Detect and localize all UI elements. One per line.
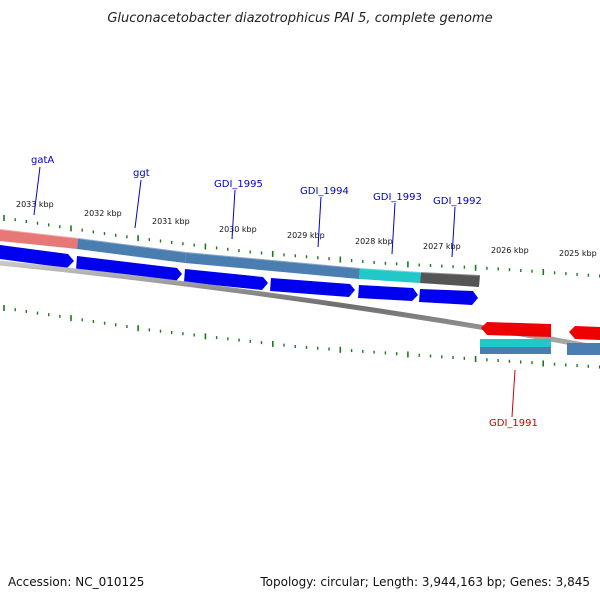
gene-labels: gatA ggt GDI_1995 GDI_1994 GDI_1993 GDI_… — [31, 155, 538, 429]
cds-forward-track — [0, 245, 478, 305]
cds-reverse-track — [481, 322, 600, 340]
tick-label: 2031 kbp — [152, 217, 190, 226]
gene-track — [0, 228, 481, 287]
cds-arrow-GDI_1995 — [184, 269, 268, 290]
gene-segment-next-reverse — [567, 343, 600, 355]
cds-arrow-next-reverse — [569, 326, 600, 340]
gene-label-GDI_1992: GDI_1992 — [433, 196, 482, 207]
cds-arrow-GDI_1993 — [358, 285, 418, 301]
tick-label: 2026 kbp — [491, 246, 529, 255]
tick-label: 2028 kbp — [355, 237, 393, 246]
gene-segment-GDI_1995-1994 — [185, 252, 360, 279]
tick-label: 2030 kbp — [219, 225, 257, 234]
gene-segment-GDI_1993 — [359, 268, 421, 283]
gene-label-GDI_1991: GDI_1991 — [489, 418, 538, 429]
gene-label-gatA: gatA — [31, 155, 54, 166]
map-title: Gluconacetobacter diazotrophicus PAI 5, … — [107, 11, 492, 26]
accession-text: Accession: NC_010125 — [8, 575, 144, 589]
gene-segment-GDI_1992 — [420, 272, 480, 287]
gene-segment-cyan-reverse — [480, 339, 551, 347]
tick-label: 2025 kbp — [559, 249, 597, 258]
tick-label: 2029 kbp — [287, 231, 325, 240]
tick-label: 2027 kbp — [423, 242, 461, 251]
cds-arrow-GDI_1991 — [481, 322, 551, 337]
tick-label: 2032 kbp — [84, 209, 122, 218]
gene-segment-ggt — [77, 238, 186, 263]
tick-marks-outer — [3, 215, 600, 278]
gene-label-GDI_1994: GDI_1994 — [300, 186, 349, 197]
tick-marks-inner — [3, 305, 600, 369]
cds-arrow-GDI_1994 — [270, 278, 355, 297]
cds-arrow-gatA — [0, 245, 74, 268]
gene-track-reverse — [480, 339, 600, 355]
gene-label-GDI_1993: GDI_1993 — [373, 192, 422, 203]
gene-segment-GDI_1991 — [480, 347, 551, 354]
cds-arrow-GDI_1992 — [419, 289, 478, 305]
gene-label-ggt: ggt — [133, 168, 150, 179]
genome-summary-text: Topology: circular; Length: 3,944,163 bp… — [259, 575, 590, 589]
cds-arrow-ggt — [76, 256, 182, 281]
gene-label-GDI_1995: GDI_1995 — [214, 179, 263, 190]
gene-segment-gatA — [0, 229, 78, 249]
